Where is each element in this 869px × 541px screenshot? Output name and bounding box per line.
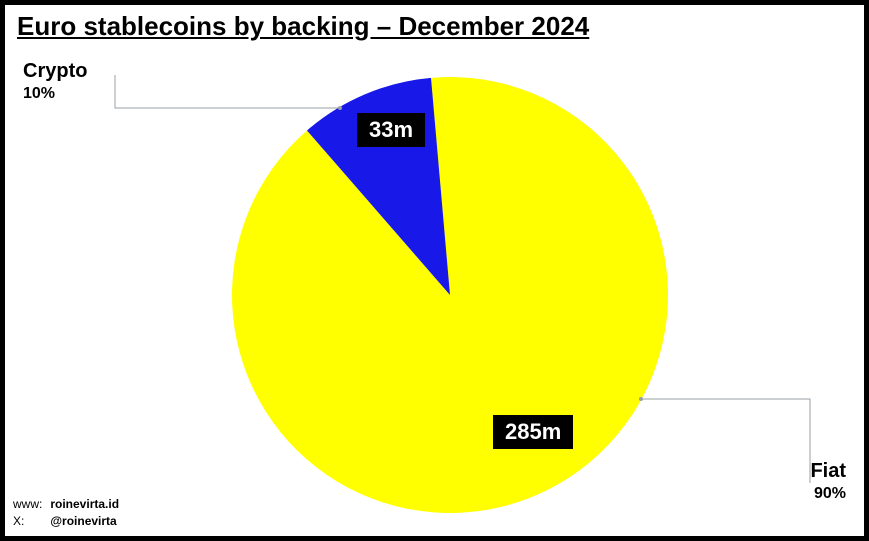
slice-label-crypto: Crypto 10% [23,60,87,103]
value-tag-fiat: 285m [493,415,573,449]
slice-pct-fiat: 90% [810,485,846,503]
credits-x-label: X: [13,513,47,530]
credits-block: www: roinevirta.id X: @roinevirta [13,496,119,530]
credits-www-label: www: [13,496,47,513]
slice-pct-crypto: 10% [23,85,87,103]
credits-x-value: @roinevirta [50,514,116,528]
slice-label-fiat: Fiat 90% [810,460,846,503]
pie-chart [5,5,864,536]
credits-www-value: roinevirta.id [50,497,119,511]
slice-name-crypto: Crypto [23,60,87,83]
chart-frame: Euro stablecoins by backing – December 2… [0,0,869,541]
slice-name-fiat: Fiat [810,460,846,483]
value-tag-crypto: 33m [357,113,425,147]
